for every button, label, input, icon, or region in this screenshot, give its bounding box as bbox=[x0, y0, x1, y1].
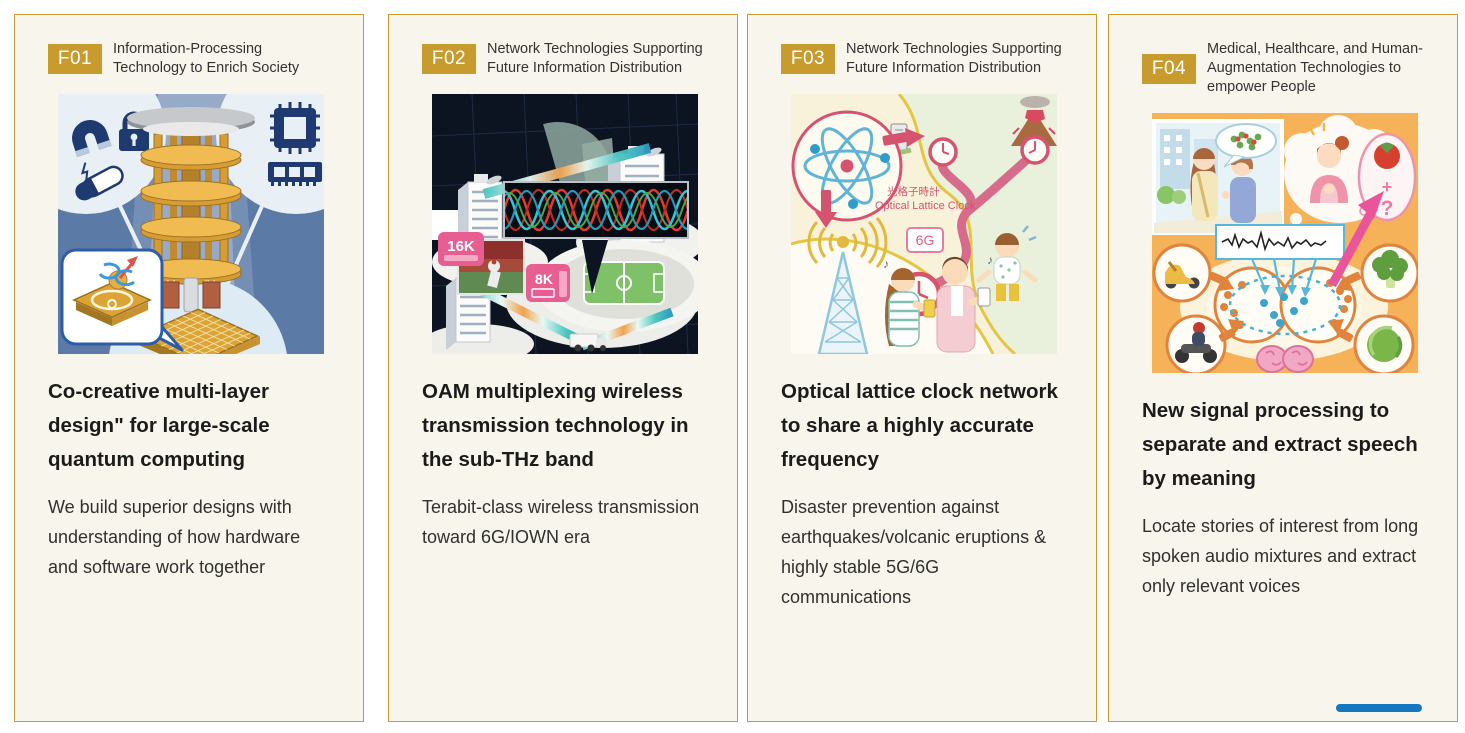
cabbage-icon bbox=[1353, 314, 1415, 373]
analysis-arrows bbox=[1250, 258, 1318, 292]
cpu-chip-icon bbox=[270, 102, 320, 154]
volcano bbox=[1011, 96, 1057, 146]
magnet-icon bbox=[72, 120, 112, 182]
topic-card-f02[interactable]: F02 Network Technologies Supporting Futu… bbox=[388, 14, 738, 722]
topic-description: Locate stories of interest from long spo… bbox=[1142, 516, 1419, 596]
8k-badge: 8K bbox=[526, 264, 570, 302]
topic-category: Medical, Healthcare, and Human-Augmentat… bbox=[1207, 41, 1423, 95]
topic-title: New signal processing to separate and ex… bbox=[1142, 399, 1418, 490]
music-note-icon: ♪ bbox=[987, 253, 993, 267]
topic-card-f04[interactable]: F04 Medical, Healthcare, and Human-Augme… bbox=[1108, 14, 1458, 722]
topic-description: We build superior designs with understan… bbox=[48, 497, 301, 577]
topic-description: Disaster prevention against earthquakes/… bbox=[781, 497, 1047, 607]
card-header: F02 Network Technologies Supporting Futu… bbox=[422, 40, 708, 78]
clock-icon bbox=[928, 137, 958, 167]
arrow-right-icon bbox=[882, 128, 925, 147]
topic-id-badge: F01 bbox=[48, 44, 102, 74]
broadcast-truck bbox=[569, 333, 607, 352]
topic-category: Network Technologies Supporting Future I… bbox=[487, 41, 703, 76]
people-with-phones: ♪ ♪ bbox=[883, 253, 993, 353]
startled-child bbox=[976, 225, 1038, 301]
atom-icon bbox=[791, 110, 903, 222]
carousel-scrollbar-thumb[interactable] bbox=[1336, 704, 1422, 712]
music-note-icon: ♪ bbox=[883, 257, 889, 271]
card-header: F04 Medical, Healthcare, and Human-Augme… bbox=[1142, 40, 1428, 97]
topic-description: Terabit-class wireless transmission towa… bbox=[422, 497, 700, 547]
pill-icon bbox=[75, 165, 124, 201]
card-header: F01 Information-Processing Technology to… bbox=[48, 40, 334, 78]
clock-label-en: Optical Lattice Clock bbox=[875, 200, 976, 212]
cryostat bbox=[127, 107, 255, 324]
6g-badge: 6G bbox=[906, 227, 944, 253]
street-conversation-scene bbox=[1152, 119, 1284, 235]
topic-title: OAM multiplexing wireless transmission t… bbox=[422, 380, 689, 471]
extraction-arrow bbox=[1328, 191, 1384, 288]
oam-waveforms bbox=[504, 182, 688, 238]
question-mark: ? bbox=[1381, 197, 1394, 220]
clock-label-jp: 光格子時計 bbox=[887, 185, 940, 198]
topic-category: Network Technologies Supporting Future I… bbox=[846, 41, 1062, 76]
plus-sign: + bbox=[1382, 177, 1393, 197]
topic-card-f01[interactable]: F01 Information-Processing Technology to… bbox=[14, 14, 364, 722]
brain-icon bbox=[1256, 345, 1314, 373]
salad-icon bbox=[1230, 131, 1262, 151]
topic-title: Co-creative multi-layer design" for larg… bbox=[48, 380, 270, 471]
clock-icon bbox=[1020, 135, 1050, 165]
16k-badge: 16K bbox=[438, 232, 484, 266]
waveform-panel bbox=[1215, 224, 1345, 260]
scooter-icon bbox=[1152, 243, 1212, 303]
topic-category: Information-Processing Technology to Enr… bbox=[113, 41, 300, 76]
topic-id-badge: F02 bbox=[422, 44, 476, 74]
arrow-down-icon bbox=[815, 190, 837, 228]
optical-lattice-clock-illustration: 光格子時計 Optical Lattice Clock bbox=[791, 94, 1057, 354]
ram-icon bbox=[268, 162, 322, 186]
topic-id-badge: F03 bbox=[781, 44, 835, 74]
svg-text:16K: 16K bbox=[447, 238, 475, 255]
card-header: F03 Network Technologies Supporting Futu… bbox=[781, 40, 1067, 78]
speech-separation-illustration: + ? bbox=[1152, 113, 1418, 373]
radio-tower bbox=[807, 217, 888, 354]
input-arrows bbox=[1209, 271, 1361, 342]
svg-text:6G: 6G bbox=[916, 232, 935, 248]
topic-title: Optical lattice clock network to share a… bbox=[781, 380, 1058, 471]
topic-card-f03[interactable]: F03 Network Technologies Supporting Futu… bbox=[747, 14, 1097, 722]
svg-text:8K: 8K bbox=[535, 271, 553, 287]
tomato-icon bbox=[1374, 142, 1400, 169]
oam-wave-panel bbox=[503, 181, 689, 239]
broccoli-icon bbox=[1360, 243, 1418, 303]
topic-id-badge: F04 bbox=[1142, 53, 1196, 84]
oam-wireless-illustration: 16K 8K bbox=[432, 94, 698, 354]
quantum-computer-illustration bbox=[58, 94, 324, 354]
qubit-chip-callout bbox=[60, 248, 184, 352]
motorcycle-icon bbox=[1165, 314, 1227, 373]
